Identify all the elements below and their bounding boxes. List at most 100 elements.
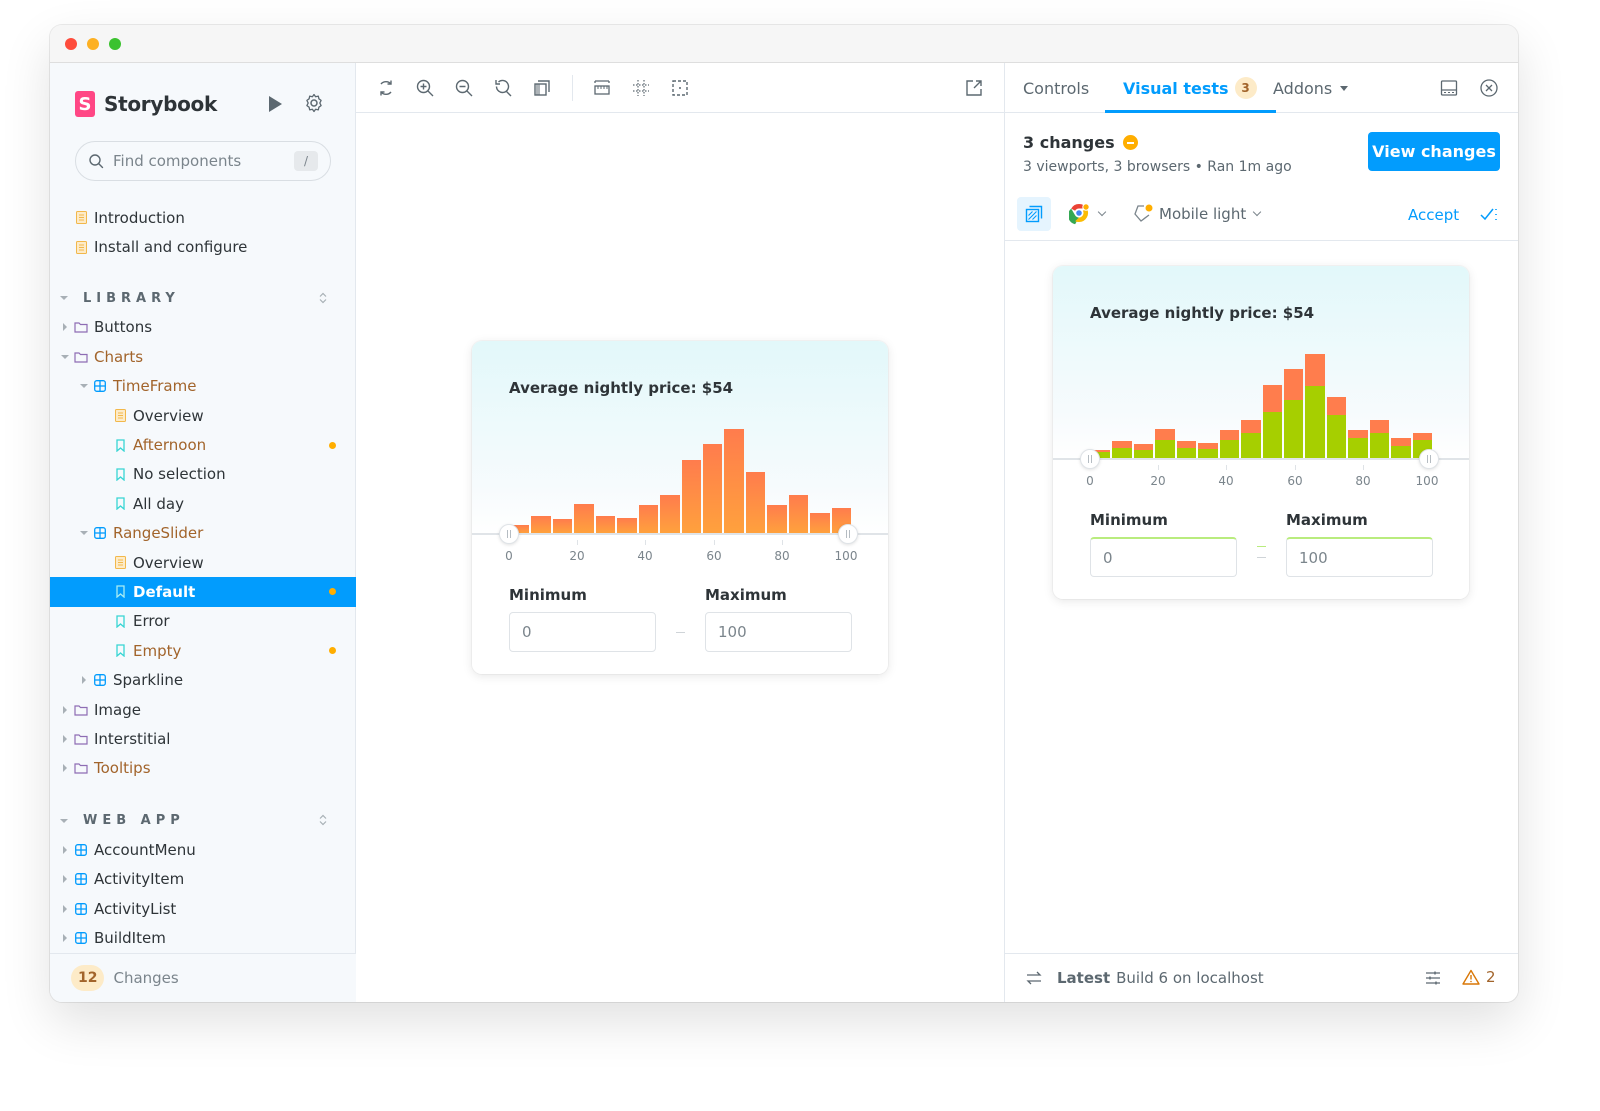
- accept-button[interactable]: Accept: [1408, 206, 1460, 224]
- diff-overlay-bar: [1283, 400, 1304, 458]
- sidebar-item-accountmenu[interactable]: AccountMenu: [50, 835, 356, 864]
- sidebar-item-rangeslider-overview[interactable]: Overview: [50, 548, 356, 577]
- warnings-button[interactable]: 2: [1462, 968, 1496, 986]
- axis-tick-label: 40: [637, 549, 653, 563]
- collapse-caret-icon: [60, 296, 68, 301]
- measure-icon[interactable]: [592, 78, 612, 98]
- diff-overlay-bar: [1391, 446, 1411, 458]
- sidebar-item-timeframe[interactable]: TimeFrame: [50, 372, 356, 401]
- switch-build-icon[interactable]: [1025, 971, 1043, 985]
- gear-icon[interactable]: [304, 93, 324, 113]
- sidebar-item-builditem[interactable]: BuildItem: [50, 923, 356, 952]
- changed-dot: [329, 441, 336, 449]
- axis-tick-label: 0: [505, 549, 513, 563]
- changes-footer[interactable]: 12 Changes: [50, 953, 356, 1002]
- range-separator: [1257, 557, 1266, 558]
- sidebar-item-afternoon[interactable]: Afternoon: [50, 430, 356, 459]
- sidebar-item-activitylist[interactable]: ActivityList: [50, 894, 356, 923]
- diff-overlay-bar: [1326, 415, 1347, 458]
- sidebar: S Storybook / Introduction Install a: [50, 63, 356, 1002]
- sidebar-item-label: Default: [133, 582, 196, 601]
- minimize-window-button[interactable]: [87, 38, 99, 50]
- maximum-input[interactable]: 100: [705, 612, 852, 652]
- sidebar-item-label: Empty: [133, 641, 182, 660]
- axis-tick: [645, 540, 646, 545]
- chevron-down-icon: [1252, 207, 1262, 217]
- storybook-window: S Storybook / Introduction Install a: [50, 25, 1518, 1002]
- outline-icon[interactable]: [670, 78, 690, 98]
- remount-icon[interactable]: [376, 78, 396, 98]
- maximize-window-button[interactable]: [109, 38, 121, 50]
- browser-selector[interactable]: [1069, 203, 1107, 225]
- diff-toggle-button[interactable]: [1017, 197, 1051, 231]
- section-web-app[interactable]: WEB APP: [50, 806, 356, 835]
- sidebar-item-charts[interactable]: Charts: [50, 342, 356, 371]
- sidebar-item-label: Interstitial: [94, 729, 171, 748]
- search-shortcut-key: /: [294, 151, 318, 171]
- tab-visual-tests[interactable]: Visual tests 3: [1105, 63, 1276, 113]
- slider-track[interactable]: [472, 533, 888, 535]
- bookmark-icon: [113, 644, 127, 658]
- open-in-new-tab-icon[interactable]: [964, 78, 984, 98]
- sidebar-item-default[interactable]: Default: [50, 577, 356, 607]
- title-bar: [50, 25, 1518, 63]
- zoom-reset-icon[interactable]: [493, 78, 513, 98]
- component-icon: [93, 673, 107, 687]
- axis-tick-label: 40: [1218, 474, 1234, 488]
- sidebar-item-label: TimeFrame: [113, 377, 197, 396]
- sidebar-item-buttons[interactable]: Buttons: [50, 313, 356, 342]
- tab-addons[interactable]: Addons: [1273, 63, 1349, 113]
- sidebar-item-introduction[interactable]: Introduction: [50, 203, 356, 232]
- axis-tick-label: 60: [706, 549, 722, 563]
- view-changes-button[interactable]: View changes: [1368, 132, 1500, 171]
- sidebar-item-label: No selection: [133, 465, 226, 484]
- accept-all-icon[interactable]: [1479, 205, 1499, 223]
- sidebar-item-label: All day: [133, 494, 184, 513]
- background-icon[interactable]: [532, 78, 552, 98]
- sidebar-item-empty[interactable]: Empty: [50, 636, 356, 665]
- section-library[interactable]: LIBRARY: [50, 284, 356, 313]
- sidebar-item-rangeslider[interactable]: RangeSlider: [50, 519, 356, 548]
- zoom-in-icon[interactable]: [415, 78, 435, 98]
- search-box[interactable]: /: [75, 141, 331, 181]
- sidebar-item-install-and-configure[interactable]: Install and configure: [50, 232, 356, 261]
- sidebar-item-no-selection[interactable]: No selection: [50, 460, 356, 489]
- close-window-button[interactable]: [65, 38, 77, 50]
- sidebar-item-all-day[interactable]: All day: [50, 489, 356, 518]
- mode-selector[interactable]: Mobile light: [1133, 203, 1262, 225]
- sidebar-item-interstitial[interactable]: Interstitial: [50, 724, 356, 753]
- sidebar-item-label: Overview: [133, 553, 204, 572]
- histogram-bar: [810, 513, 830, 533]
- brand[interactable]: S Storybook: [75, 91, 217, 117]
- expand-collapse-all-icon[interactable]: [319, 814, 327, 826]
- close-panel-icon[interactable]: [1479, 78, 1499, 98]
- minimum-input[interactable]: 0: [509, 612, 656, 652]
- doc-icon: [74, 240, 88, 254]
- axis-tick: [714, 540, 715, 545]
- mode-tag-icon: [1134, 204, 1153, 222]
- sidebar-item-image[interactable]: Image: [50, 695, 356, 724]
- max-slider-handle[interactable]: [838, 524, 858, 544]
- zoom-out-icon[interactable]: [454, 78, 474, 98]
- settings-sliders-icon[interactable]: [1424, 969, 1442, 987]
- sidebar-item-activityitem[interactable]: ActivityItem: [50, 864, 356, 893]
- sidebar-item-label: Error: [133, 612, 170, 631]
- histogram-bar: [745, 472, 766, 533]
- min-slider-handle[interactable]: [499, 524, 519, 544]
- pending-status-icon: [1122, 135, 1138, 150]
- sidebar-item-tooltips[interactable]: Tooltips: [50, 754, 356, 783]
- changes-title: 3 changes: [1023, 133, 1115, 152]
- component-icon: [74, 872, 88, 886]
- grid-icon[interactable]: [631, 78, 651, 98]
- panel-position-icon[interactable]: [1440, 79, 1458, 97]
- folder-icon: [74, 350, 88, 364]
- sidebar-item-timeframe-overview[interactable]: Overview: [50, 401, 356, 430]
- tab-controls[interactable]: Controls: [1023, 63, 1089, 113]
- expand-collapse-all-icon[interactable]: [319, 292, 327, 304]
- play-icon[interactable]: [269, 96, 282, 112]
- sidebar-item-error[interactable]: Error: [50, 607, 356, 636]
- doc-icon: [113, 409, 127, 423]
- axis-tick: [1158, 465, 1159, 470]
- search-input[interactable]: [113, 152, 283, 170]
- sidebar-item-sparkline[interactable]: Sparkline: [50, 665, 356, 694]
